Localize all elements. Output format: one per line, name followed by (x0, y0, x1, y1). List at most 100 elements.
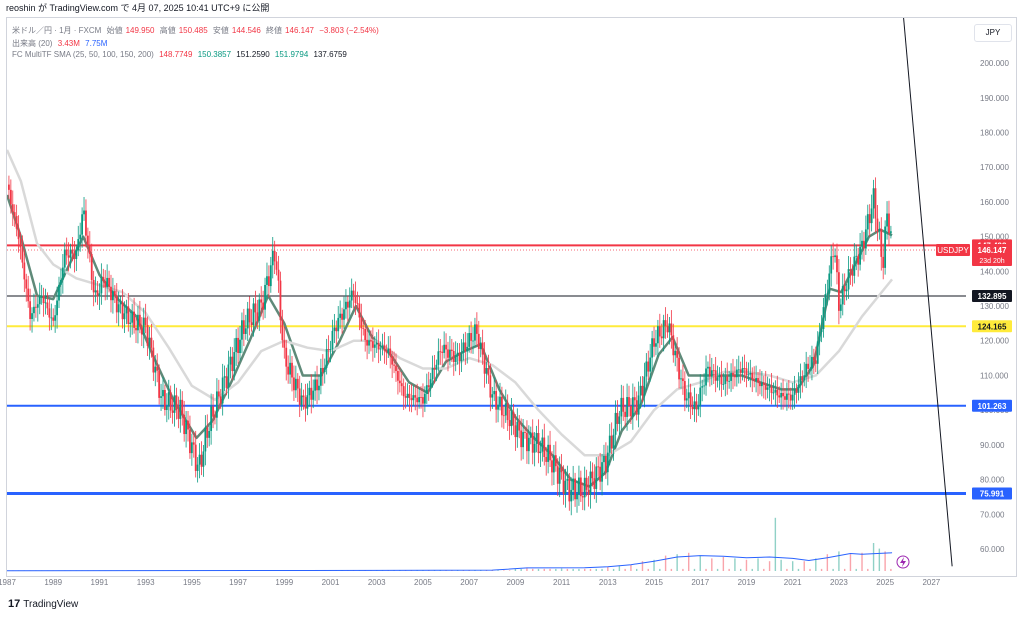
candle-body (458, 352, 461, 362)
candle-body (445, 344, 447, 350)
candle-body (820, 329, 823, 333)
candle-body (310, 387, 313, 400)
candle-body (616, 412, 619, 424)
volume-bar (861, 552, 863, 571)
volume-bar (572, 568, 574, 571)
candle-body (456, 352, 459, 356)
volume-bar (705, 568, 707, 571)
candle-body (760, 382, 763, 387)
candle-body (554, 455, 557, 467)
candle-body (466, 346, 469, 352)
candle-body (63, 249, 66, 268)
candle-body (662, 320, 665, 339)
candle-body (870, 208, 873, 224)
currency-button[interactable]: JPY (974, 24, 1012, 42)
high-label: 高値 (159, 26, 176, 35)
level-label: 132.895 (978, 292, 1007, 301)
candle-body (672, 335, 675, 356)
candle-body (475, 324, 478, 334)
candle-body (664, 320, 667, 327)
candle-body (242, 320, 245, 334)
candle-body (437, 351, 440, 365)
y-tick-label: 170.000 (980, 163, 1009, 172)
volume-bar (872, 543, 875, 571)
x-tick-label: 2013 (599, 578, 617, 587)
candle-body (318, 385, 320, 391)
candle-body (410, 398, 413, 401)
symbol-tag-label: USDJPY (937, 246, 969, 255)
candle-body (633, 397, 636, 401)
candle-body (19, 239, 22, 248)
candle-body (460, 353, 463, 362)
candle-body (15, 216, 18, 229)
candle-body (354, 295, 357, 303)
candle-body (60, 279, 62, 285)
candle-body (206, 427, 209, 438)
candle-body (108, 277, 110, 287)
candle-body (189, 429, 191, 454)
candle-body (687, 392, 690, 399)
candle-body (655, 343, 657, 347)
candle-body (129, 322, 132, 324)
candle-body (212, 406, 214, 417)
volume-bar (497, 570, 499, 571)
candle-body (77, 239, 80, 251)
level-label: 101.263 (978, 402, 1007, 411)
candle-body (462, 342, 465, 354)
candle-body (782, 392, 784, 397)
current-price-label: 146.147 (978, 246, 1007, 255)
volume-bar (664, 555, 667, 571)
candle-body (366, 340, 369, 346)
candle-body (506, 403, 509, 421)
volume-bar (647, 568, 649, 571)
candle-body (705, 368, 707, 386)
candle-body (346, 301, 349, 308)
candle-body (204, 427, 207, 452)
x-tick-label: 1993 (137, 578, 155, 587)
x-tick-label: 2015 (645, 578, 663, 587)
candle-body (275, 261, 278, 270)
candle-body (208, 430, 211, 438)
volume-bar (774, 517, 777, 571)
candle-body (44, 302, 47, 304)
candle-body (489, 375, 492, 398)
candle-body (814, 360, 817, 364)
candle-body (479, 342, 482, 349)
candle-body (755, 378, 757, 381)
candle-body (807, 363, 809, 369)
candle-body (21, 247, 24, 263)
candle-body (805, 363, 808, 376)
candle-body (531, 432, 534, 453)
volume-bar (780, 559, 782, 571)
x-tick-label: 2025 (876, 578, 894, 587)
candle-body (408, 393, 411, 399)
candle-body (190, 442, 193, 454)
candle-body (83, 210, 85, 215)
candle-body (762, 382, 765, 385)
x-tick-label: 2007 (460, 578, 478, 587)
volume-bar (543, 568, 545, 571)
candle-body (759, 382, 761, 387)
volume-bar (890, 568, 892, 571)
candle-body (231, 356, 234, 372)
candle-body (822, 307, 825, 330)
volume-bar (636, 568, 638, 571)
volume-bar (786, 568, 788, 571)
candle-body (832, 256, 835, 258)
candle-body (855, 255, 858, 257)
candle-body (647, 361, 650, 372)
candle-body (888, 213, 890, 233)
candle-body (749, 372, 752, 375)
volume-bar (589, 568, 592, 571)
candle-body (878, 228, 881, 232)
candle-body (784, 396, 786, 400)
candle-body (273, 250, 276, 262)
candle-body (682, 378, 684, 382)
candle-body (604, 455, 607, 473)
x-tick-label: 1989 (44, 578, 62, 587)
volume-bar (526, 568, 528, 571)
volume-bar (584, 568, 586, 571)
candle-body (501, 396, 503, 416)
candle-body (135, 327, 137, 331)
candle-body (739, 369, 742, 373)
